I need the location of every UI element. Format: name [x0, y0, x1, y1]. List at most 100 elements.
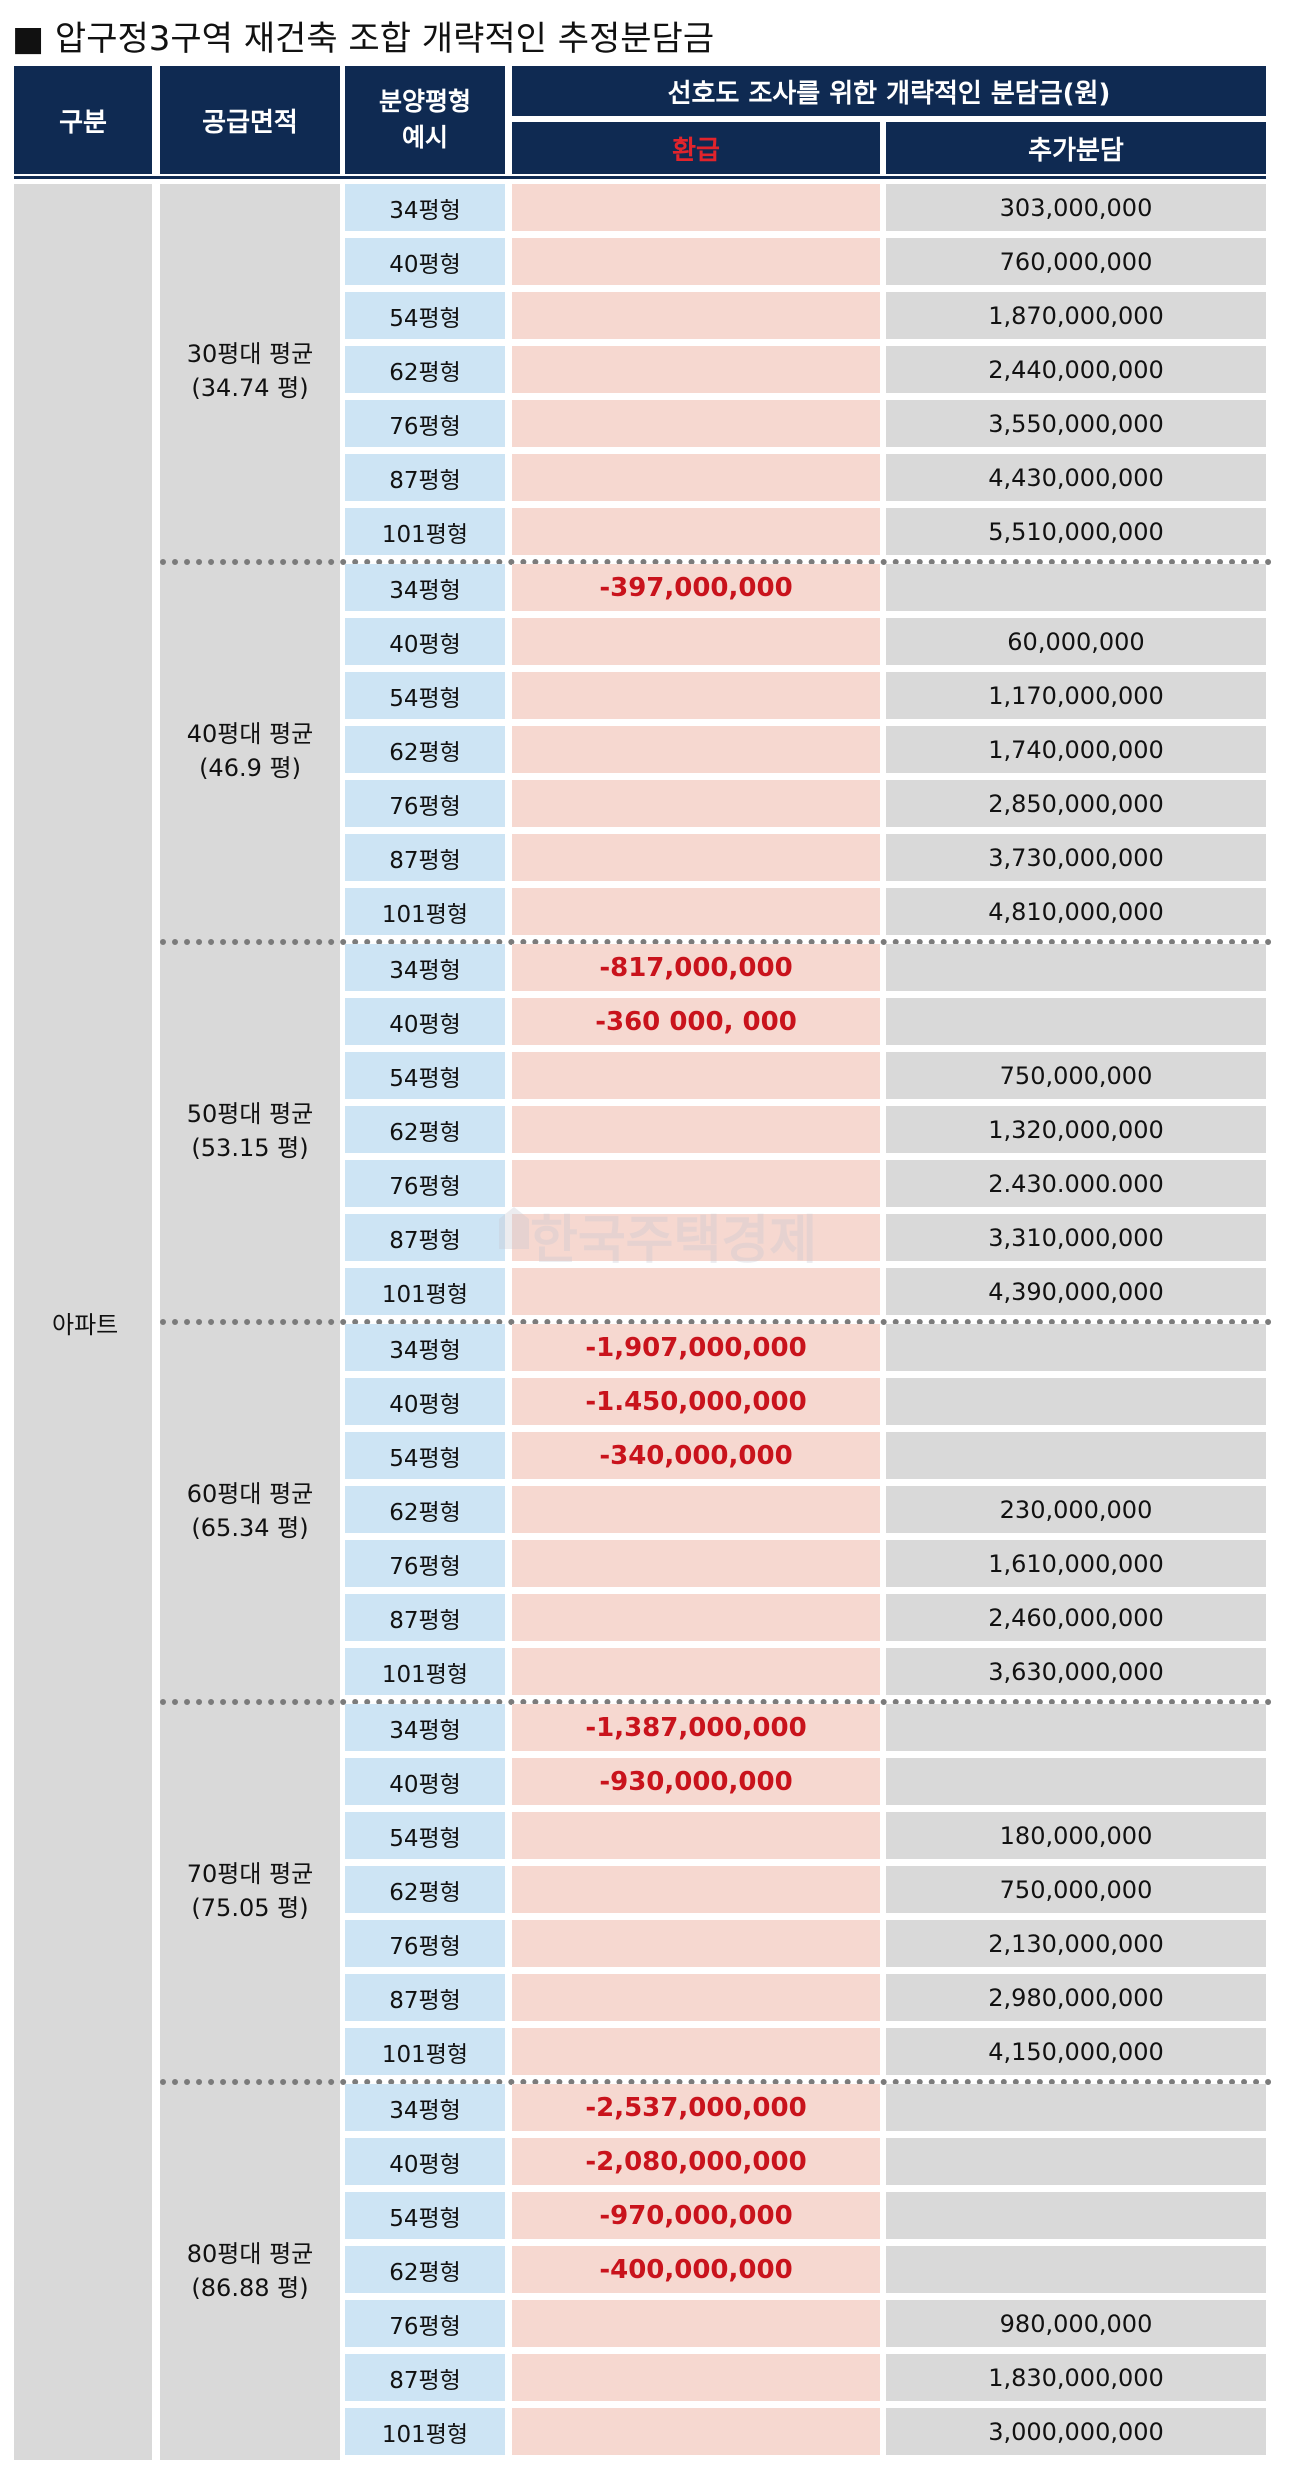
table-row: 40평형 -930,000,000	[0, 1758, 1299, 1805]
group-name: 80평대 평균	[186, 2240, 314, 2268]
table-row: 101평형 3,630,000,000	[0, 1648, 1299, 1695]
additional-value: 2,460,000,000	[988, 1603, 1164, 1632]
refund-cell	[512, 400, 880, 447]
table-row: 40평형 -1.450,000,000	[0, 1378, 1299, 1425]
table-row: 34평형 -2,537,000,000	[0, 2084, 1299, 2131]
refund-value: -1,387,000,000	[585, 1712, 807, 1743]
table-row: 40평형 760,000,000	[0, 238, 1299, 285]
header-category-label: 구분	[59, 107, 107, 138]
refund-cell: -1.450,000,000	[512, 1378, 880, 1425]
additional-cell: 3,550,000,000	[886, 400, 1266, 447]
unit-type-cell: 87평형	[345, 454, 505, 501]
additional-value: 3,000,000,000	[988, 2417, 1164, 2446]
additional-value: 2,850,000,000	[988, 789, 1164, 818]
unit-type-text: 62평형	[389, 1879, 461, 1906]
additional-value: 980,000,000	[999, 2309, 1153, 2338]
header-unit-type-line1: 분양평형	[378, 87, 471, 116]
refund-value: -360 000, 000	[595, 1006, 797, 1037]
group-label: 50평대 평균 (53.15 평)	[155, 1097, 345, 1165]
additional-cell	[886, 2246, 1266, 2293]
refund-cell	[512, 1812, 880, 1859]
additional-value: 4,150,000,000	[988, 2037, 1164, 2066]
additional-cell: 2,130,000,000	[886, 1920, 1266, 1967]
unit-type-text: 54평형	[389, 1825, 461, 1852]
refund-cell	[512, 1866, 880, 1913]
category-label: 아파트	[52, 1311, 119, 1339]
group-average: (75.05 평)	[191, 1894, 309, 1922]
unit-type-cell: 54평형	[345, 292, 505, 339]
unit-type-text: 40평형	[389, 2151, 461, 2178]
unit-type-cell: 34평형	[345, 944, 505, 991]
refund-cell: -400,000,000	[512, 2246, 880, 2293]
group-separator	[160, 559, 1272, 565]
unit-type-text: 101평형	[381, 901, 469, 928]
group-label: 60평대 평균 (65.34 평)	[155, 1477, 345, 1545]
group-average: (53.15 평)	[191, 1134, 309, 1162]
table-row: 101평형 4,810,000,000	[0, 888, 1299, 935]
refund-cell	[512, 1920, 880, 1967]
refund-value: -2,537,000,000	[585, 2092, 807, 2123]
additional-cell: 60,000,000	[886, 618, 1266, 665]
unit-type-cell: 76평형	[345, 400, 505, 447]
group-name: 50평대 평균	[186, 1100, 314, 1128]
additional-value: 4,430,000,000	[988, 463, 1164, 492]
header-supply-area: 공급면적	[160, 66, 340, 174]
table-row: 101평형 5,510,000,000	[0, 508, 1299, 555]
refund-cell	[512, 2028, 880, 2075]
unit-type-text: 34평형	[389, 197, 461, 224]
table-row: 76평형 980,000,000	[0, 2300, 1299, 2347]
refund-cell	[512, 1268, 880, 1315]
group-separator	[160, 939, 1272, 945]
table-row: 76평형 2,130,000,000	[0, 1920, 1299, 1967]
refund-cell: -1,907,000,000	[512, 1324, 880, 1371]
additional-value: 1,830,000,000	[988, 2363, 1164, 2392]
header-refund-label: 환급	[672, 135, 720, 166]
additional-cell: 1,170,000,000	[886, 672, 1266, 719]
unit-type-text: 76평형	[389, 1173, 461, 1200]
table-row: 87평형 1,830,000,000	[0, 2354, 1299, 2401]
refund-cell: -340,000,000	[512, 1432, 880, 1479]
unit-type-text: 62평형	[389, 2259, 461, 2286]
additional-cell: 750,000,000	[886, 1866, 1266, 1913]
refund-cell	[512, 1052, 880, 1099]
watermark: 한국주택경제	[530, 1211, 818, 1271]
refund-value: -970,000,000	[599, 2200, 793, 2231]
group-average: (86.88 평)	[191, 2274, 309, 2302]
header-underline	[14, 176, 1266, 179]
additional-value: 5,510,000,000	[988, 517, 1164, 546]
watermark-logo-icon	[499, 1207, 529, 1249]
refund-cell	[512, 1486, 880, 1533]
refund-cell	[512, 780, 880, 827]
additional-cell	[886, 564, 1266, 611]
unit-type-cell: 101평형	[345, 508, 505, 555]
refund-cell	[512, 1106, 880, 1153]
additional-cell: 303,000,000	[886, 184, 1266, 231]
refund-value: -817,000,000	[599, 952, 793, 983]
unit-type-text: 101평형	[381, 1661, 469, 1688]
additional-cell	[886, 1758, 1266, 1805]
unit-type-text: 54평형	[389, 685, 461, 712]
refund-cell	[512, 1540, 880, 1587]
refund-cell	[512, 238, 880, 285]
refund-cell	[512, 292, 880, 339]
table-row: 87평형 3,310,000,000	[0, 1214, 1299, 1261]
unit-type-cell: 62평형	[345, 1486, 505, 1533]
additional-value: 750,000,000	[999, 1061, 1153, 1090]
group-name: 40평대 평균	[186, 720, 314, 748]
additional-cell: 2,460,000,000	[886, 1594, 1266, 1641]
unit-type-cell: 87평형	[345, 2354, 505, 2401]
group-average: (65.34 평)	[191, 1514, 309, 1542]
unit-type-text: 62평형	[389, 1499, 461, 1526]
additional-value: 303,000,000	[999, 193, 1153, 222]
group-average: (34.74 평)	[191, 374, 309, 402]
additional-cell	[886, 1378, 1266, 1425]
unit-type-cell: 34평형	[345, 2084, 505, 2131]
refund-cell	[512, 888, 880, 935]
additional-value: 1,170,000,000	[988, 681, 1164, 710]
additional-cell: 2,440,000,000	[886, 346, 1266, 393]
refund-cell	[512, 1974, 880, 2021]
unit-type-text: 87평형	[389, 2367, 461, 2394]
refund-value: -1,907,000,000	[585, 1332, 807, 1363]
table-row: 34평형 -397,000,000	[0, 564, 1299, 611]
refund-value: -1.450,000,000	[585, 1386, 807, 1417]
